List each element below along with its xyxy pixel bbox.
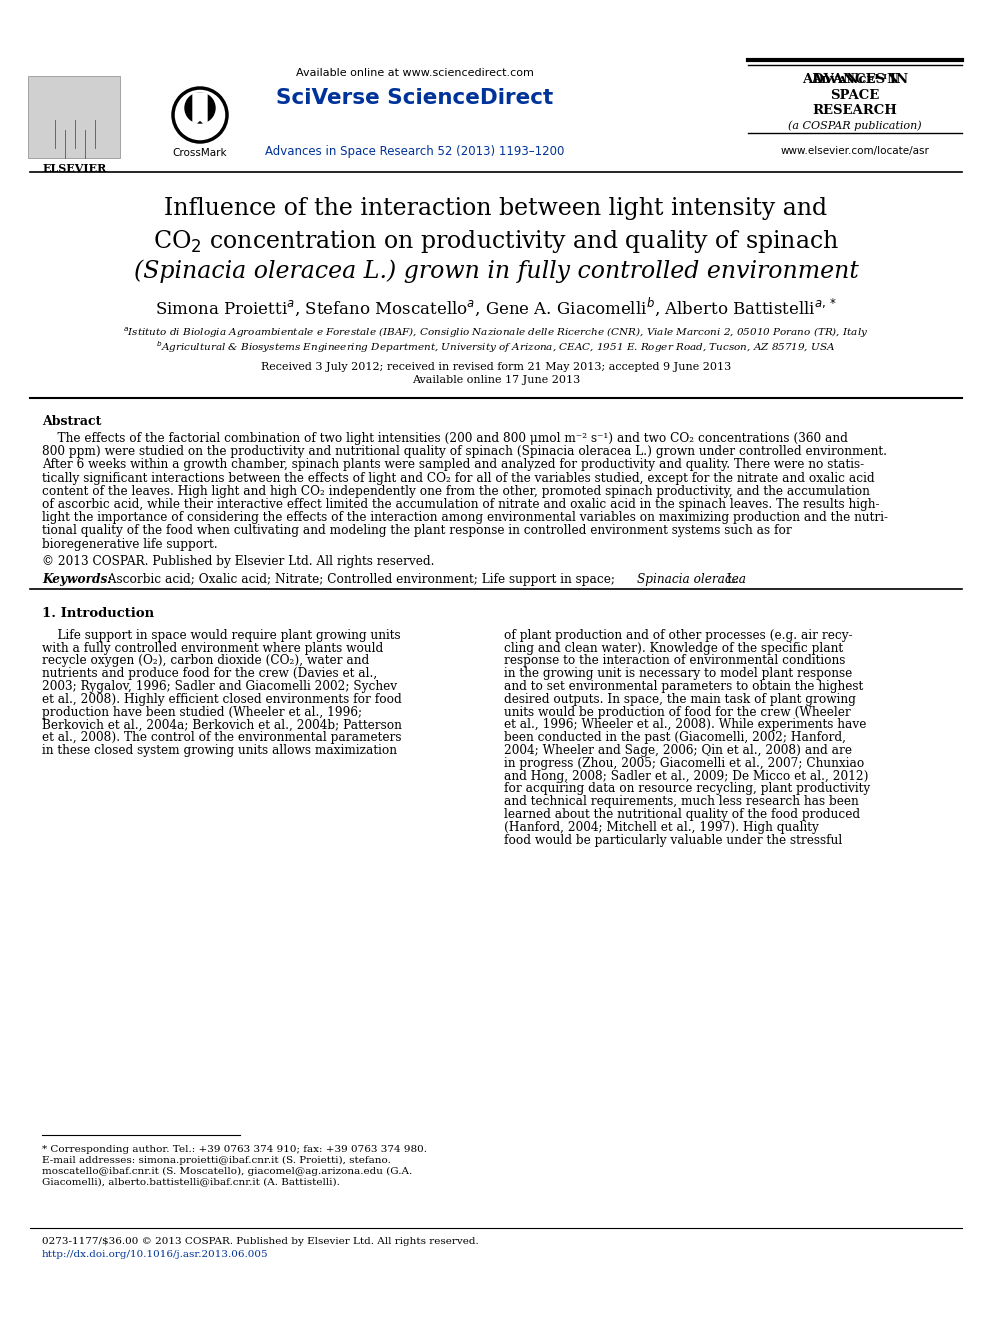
Text: Berkovich et al., 2004a; Berkovich et al., 2004b; Patterson: Berkovich et al., 2004a; Berkovich et al… (42, 718, 402, 732)
Text: 1. Introduction: 1. Introduction (42, 607, 154, 619)
Text: and technical requirements, much less research has been: and technical requirements, much less re… (504, 795, 859, 808)
Text: et al., 1996; Wheeler et al., 2008). While experiments have: et al., 1996; Wheeler et al., 2008). Whi… (504, 718, 866, 732)
Text: L.: L. (723, 573, 739, 586)
Text: SPACE: SPACE (830, 89, 880, 102)
Text: (Hanford, 2004; Mitchell et al., 1997). High quality: (Hanford, 2004; Mitchell et al., 1997). … (504, 820, 818, 833)
Text: Life support in space would require plant growing units: Life support in space would require plan… (42, 628, 401, 642)
Text: content of the leaves. High light and high CO₂ independently one from the other,: content of the leaves. High light and hi… (42, 484, 870, 497)
Text: moscatello@ibaf.cnr.it (S. Moscatello), giacomel@ag.arizona.edu (G.A.: moscatello@ibaf.cnr.it (S. Moscatello), … (42, 1167, 413, 1176)
Text: and Hong, 2008; Sadler et al., 2009; De Micco et al., 2012): and Hong, 2008; Sadler et al., 2009; De … (504, 770, 869, 783)
Text: http://dx.doi.org/10.1016/j.asr.2013.06.005: http://dx.doi.org/10.1016/j.asr.2013.06.… (42, 1250, 269, 1259)
Text: After 6 weeks within a growth chamber, spinach plants were sampled and analyzed : After 6 weeks within a growth chamber, s… (42, 458, 864, 471)
Text: RESEARCH: RESEARCH (812, 105, 898, 116)
Text: Influence of the interaction between light intensity and: Influence of the interaction between lig… (165, 197, 827, 220)
Text: (a COSPAR publication): (a COSPAR publication) (789, 120, 922, 131)
Text: AᴅᴠᴀΝᴄᴇᴵ ᴵΝ: AᴅᴠᴀΝᴄᴇᴵ ᴵΝ (810, 73, 899, 86)
Text: tional quality of the food when cultivating and modeling the plant response in c: tional quality of the food when cultivat… (42, 524, 792, 537)
Text: E-mail addresses: simona.proietti@ibaf.cnr.it (S. Proietti), stefano.: E-mail addresses: simona.proietti@ibaf.c… (42, 1156, 391, 1166)
Text: of plant production and of other processes (e.g. air recy-: of plant production and of other process… (504, 628, 853, 642)
Text: SciVerse ScienceDirect: SciVerse ScienceDirect (277, 89, 554, 108)
Text: CrossMark: CrossMark (173, 148, 227, 157)
Text: of ascorbic acid, while their interactive effect limited the accumulation of nit: of ascorbic acid, while their interactiv… (42, 497, 880, 511)
Text: Available online at www.sciencedirect.com: Available online at www.sciencedirect.co… (296, 67, 534, 78)
Text: response to the interaction of environmental conditions: response to the interaction of environme… (504, 655, 845, 667)
Text: in the growing unit is necessary to model plant response: in the growing unit is necessary to mode… (504, 667, 852, 680)
Text: nutrients and produce food for the crew (Davies et al.,: nutrients and produce food for the crew … (42, 667, 377, 680)
Text: et al., 2008). The control of the environmental parameters: et al., 2008). The control of the enviro… (42, 732, 402, 745)
Text: $^a$Istituto di Biologia Agroambientale e Forestale (IBAF), Consiglio Nazionale : $^a$Istituto di Biologia Agroambientale … (123, 325, 869, 340)
Text: recycle oxygen (O₂), carbon dioxide (CO₂), water and: recycle oxygen (O₂), carbon dioxide (CO₂… (42, 655, 369, 667)
Text: food would be particularly valuable under the stressful: food would be particularly valuable unde… (504, 833, 842, 847)
Text: Simona Proietti$^a$, Stefano Moscatello$^a$, Gene A. Giacomelli$^b$, Alberto Bat: Simona Proietti$^a$, Stefano Moscatello$… (155, 295, 837, 318)
Text: with a fully controlled environment where plants would: with a fully controlled environment wher… (42, 642, 383, 655)
Bar (28, 75, 120, 157)
Text: Ascorbic acid; Oxalic acid; Nitrate; Controlled environment; Life support in spa: Ascorbic acid; Oxalic acid; Nitrate; Con… (100, 573, 619, 586)
Text: $^b$Agricultural & Biosystems Engineering Department, University of Arizona, CEA: $^b$Agricultural & Biosystems Engineerin… (157, 339, 835, 355)
Text: www.elsevier.com/locate/asr: www.elsevier.com/locate/asr (781, 146, 930, 156)
Text: © 2013 COSPAR. Published by Elsevier Ltd. All rights reserved.: © 2013 COSPAR. Published by Elsevier Ltd… (42, 554, 434, 568)
Text: ELSEVIER: ELSEVIER (43, 163, 107, 175)
Text: in progress (Zhou, 2005; Giacomelli et al., 2007; Chunxiao: in progress (Zhou, 2005; Giacomelli et a… (504, 757, 864, 770)
Text: and to set environmental parameters to obtain the highest: and to set environmental parameters to o… (504, 680, 863, 693)
Text: Advances in Space Research 52 (2013) 1193–1200: Advances in Space Research 52 (2013) 119… (265, 146, 564, 157)
Text: 800 ppm) were studied on the productivity and nutritional quality of spinach (Sp: 800 ppm) were studied on the productivit… (42, 446, 887, 458)
Text: light the importance of considering the effects of the interaction among environ: light the importance of considering the … (42, 511, 888, 524)
Text: Available online 17 June 2013: Available online 17 June 2013 (412, 374, 580, 385)
Text: production have been studied (Wheeler et al., 1996;: production have been studied (Wheeler et… (42, 705, 362, 718)
Text: 2004; Wheeler and Sage, 2006; Qin et al., 2008) and are: 2004; Wheeler and Sage, 2006; Qin et al.… (504, 744, 852, 757)
Text: Giacomelli), alberto.battistelli@ibaf.cnr.it (A. Battistelli).: Giacomelli), alberto.battistelli@ibaf.cn… (42, 1177, 340, 1185)
Text: CO$_2$ concentration on productivity and quality of spinach: CO$_2$ concentration on productivity and… (153, 228, 839, 255)
Text: in these closed system growing units allows maximization: in these closed system growing units all… (42, 744, 397, 757)
Text: (Spinacia oleracea L.) grown in fully controlled environment: (Spinacia oleracea L.) grown in fully co… (134, 259, 858, 283)
Text: learned about the nutritional quality of the food produced: learned about the nutritional quality of… (504, 808, 860, 822)
Text: bioregenerative life support.: bioregenerative life support. (42, 537, 217, 550)
Text: Received 3 July 2012; received in revised form 21 May 2013; accepted 9 June 2013: Received 3 July 2012; received in revise… (261, 363, 731, 372)
Text: been conducted in the past (Giacomelli, 2002; Hanford,: been conducted in the past (Giacomelli, … (504, 732, 846, 745)
Text: et al., 2008). Highly efficient closed environments for food: et al., 2008). Highly efficient closed e… (42, 693, 402, 705)
Text: tically significant interactions between the effects of light and CO₂ for all of: tically significant interactions between… (42, 471, 875, 484)
Text: Spinacia oleracea: Spinacia oleracea (637, 573, 746, 586)
Text: * Corresponding author. Tel.: +39 0763 374 910; fax: +39 0763 374 980.: * Corresponding author. Tel.: +39 0763 3… (42, 1144, 427, 1154)
Circle shape (185, 93, 215, 123)
Text: desired outputs. In space, the main task of plant growing: desired outputs. In space, the main task… (504, 693, 856, 705)
Text: for acquiring data on resource recycling, plant productivity: for acquiring data on resource recycling… (504, 782, 870, 795)
Text: units would be production of food for the crew (Wheeler: units would be production of food for th… (504, 705, 851, 718)
Polygon shape (193, 93, 207, 126)
Text: Abstract: Abstract (42, 415, 101, 429)
Text: 2003; Rygalov, 1996; Sadler and Giacomelli 2002; Sychev: 2003; Rygalov, 1996; Sadler and Giacomel… (42, 680, 397, 693)
Text: ADVANCES IN: ADVANCES IN (802, 73, 908, 86)
Text: 0273-1177/$36.00 © 2013 COSPAR. Published by Elsevier Ltd. All rights reserved.: 0273-1177/$36.00 © 2013 COSPAR. Publishe… (42, 1237, 479, 1246)
Text: Keywords:: Keywords: (42, 573, 112, 586)
Text: The effects of the factorial combination of two light intensities (200 and 800 μ: The effects of the factorial combination… (42, 433, 848, 445)
Text: cling and clean water). Knowledge of the specific plant: cling and clean water). Knowledge of the… (504, 642, 843, 655)
